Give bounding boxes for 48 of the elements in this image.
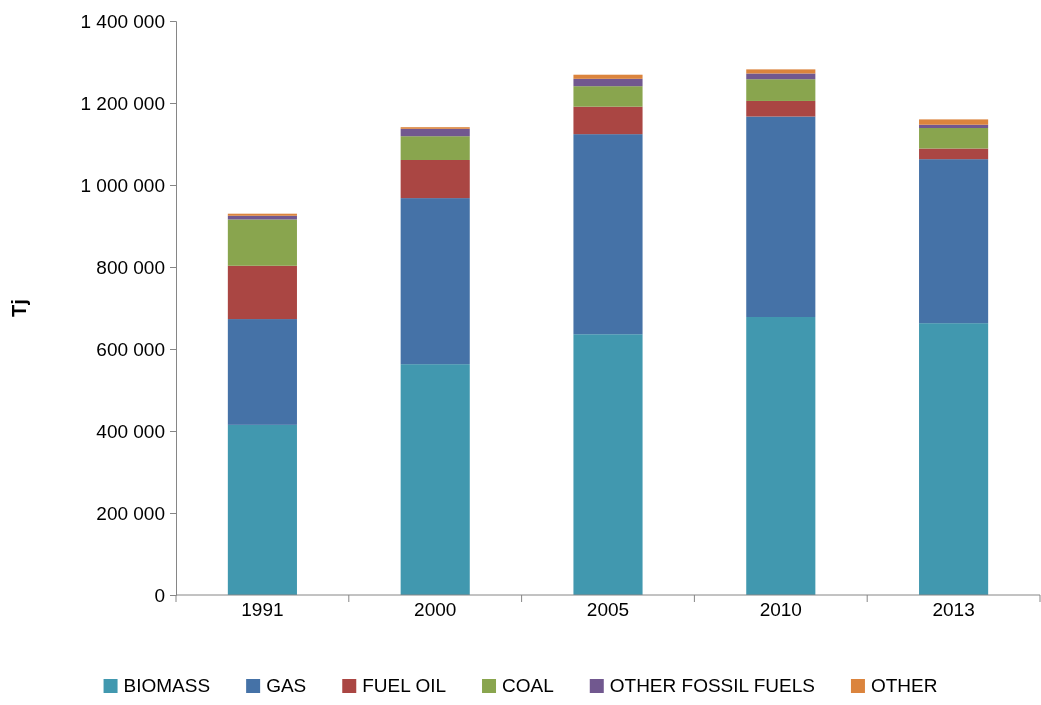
x-tick-label: 2005: [586, 599, 630, 620]
bar: [227, 213, 297, 216]
x-tick-label: 2010: [759, 599, 802, 620]
bar: [400, 128, 470, 137]
bar: [400, 159, 470, 199]
bar: [573, 74, 643, 79]
bar: [746, 100, 816, 117]
bar: [573, 334, 643, 595]
y-tick-label: 400 000: [96, 420, 165, 442]
bar: [746, 73, 816, 80]
legend-label: OTHER: [870, 675, 938, 696]
bar: [746, 317, 816, 595]
y-axis-title: Tj: [8, 299, 30, 317]
bar: [919, 323, 989, 595]
bar: [400, 364, 470, 595]
x-tick-label: 2013: [932, 599, 975, 620]
y-tick-label: 600 000: [96, 338, 165, 360]
legend-label: COAL: [502, 675, 554, 696]
bar: [919, 148, 989, 160]
legend-label: FUEL OIL: [362, 675, 447, 696]
bar: [919, 124, 989, 129]
legend-label: GAS: [266, 675, 307, 696]
y-tick-label: 800 000: [96, 256, 165, 278]
bar: [573, 86, 643, 107]
y-tick-label: 200 000: [96, 502, 165, 524]
bar: [573, 134, 643, 335]
bar: [400, 198, 470, 365]
bar: [919, 119, 989, 125]
bar: [400, 136, 470, 160]
bar: [746, 116, 816, 318]
bar: [746, 79, 816, 101]
legend-label: OTHER FOSSIL FUELS: [609, 675, 815, 696]
y-tick-label: 1 200 000: [80, 92, 165, 114]
bar: [919, 128, 989, 149]
y-tick-label: 1 400 000: [80, 10, 165, 32]
bar: [919, 159, 989, 324]
bar: [573, 78, 643, 87]
bar: [227, 265, 297, 320]
bar: [227, 219, 297, 266]
bar: [227, 424, 297, 595]
x-tick-label: 1991: [241, 599, 284, 620]
bar: [227, 319, 297, 425]
bar: [746, 69, 816, 74]
bar: [573, 106, 643, 135]
x-tick-label: 2000: [414, 599, 457, 620]
y-tick-label: 1 000 000: [80, 174, 165, 196]
legend-label: BIOMASS: [123, 675, 211, 696]
y-tick-label: 0: [154, 584, 165, 606]
